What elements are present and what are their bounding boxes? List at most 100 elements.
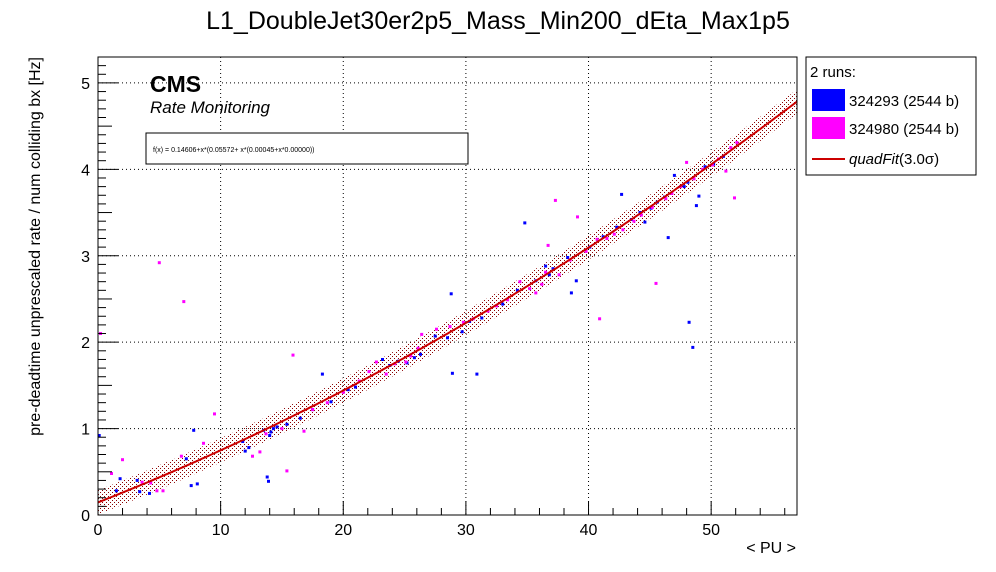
data-point-run-324980 [202, 441, 205, 445]
data-point-run-324293 [118, 477, 122, 481]
data-point-run-324293 [687, 320, 691, 324]
x-tick-label: 10 [212, 522, 230, 539]
data-point-run-324293 [285, 422, 289, 426]
legend-label-fit: quadFit(3.0σ) [849, 151, 939, 168]
data-point-run-324980 [540, 282, 544, 286]
data-point-run-324980 [557, 273, 561, 277]
data-point-run-324980 [291, 353, 295, 357]
x-tick-label: 30 [457, 522, 475, 539]
data-point-run-324980 [729, 146, 733, 150]
data-point-run-324980 [404, 360, 408, 364]
data-point-run-324980 [664, 197, 668, 201]
data-point-run-324980 [528, 287, 532, 291]
data-point-run-324980 [182, 300, 186, 304]
x-tick-label: 20 [334, 522, 352, 539]
data-point-run-324980 [605, 237, 609, 240]
data-point-run-324293 [184, 457, 188, 461]
data-point-run-324980 [149, 481, 153, 485]
data-point-run-324980 [258, 450, 262, 454]
data-point-run-324980 [534, 291, 538, 295]
legend: 2 runs: 324293 (2544 b) 324980 (2544 b) … [805, 56, 977, 176]
data-point-run-324980 [735, 141, 739, 145]
data-point-run-324980 [155, 489, 159, 493]
data-point-run-324980 [420, 332, 424, 336]
data-point-run-324980 [461, 320, 465, 324]
data-point-run-324980 [251, 454, 254, 458]
legend-label-run-324980: 324980 (2544 b) [849, 121, 959, 138]
data-point-run-324980 [409, 354, 413, 358]
data-point-run-324293 [354, 385, 357, 389]
data-point-run-324980 [121, 458, 124, 462]
data-point-run-324293 [135, 478, 139, 482]
data-point-run-324293 [241, 440, 245, 443]
data-point-run-324293 [433, 334, 437, 338]
data-point-run-324980 [341, 390, 345, 394]
data-point-run-324293 [672, 173, 676, 177]
data-point-run-324293 [450, 371, 454, 375]
data-point-run-324293 [551, 267, 555, 271]
data-point-run-324293 [694, 204, 698, 208]
cms-label: CMS [150, 71, 201, 97]
legend-label-run-324293: 324293 (2544 b) [849, 93, 959, 110]
data-point-run-324980 [302, 429, 306, 433]
x-axis-label: < PU > [746, 540, 796, 557]
data-point-run-324980 [654, 281, 658, 285]
data-point-run-324293 [243, 449, 247, 453]
data-point-run-324293 [271, 427, 275, 431]
data-point-run-324293 [574, 279, 578, 283]
data-point-run-324293 [189, 484, 193, 488]
fit-curve [98, 100, 797, 504]
data-point-run-324980 [595, 237, 599, 241]
data-point-run-324980 [632, 219, 636, 223]
data-point-run-324293 [192, 428, 196, 432]
y-tick-label: 3 [81, 249, 90, 266]
y-tick-label: 5 [81, 76, 90, 93]
data-point-run-324980 [506, 298, 510, 302]
y-tick-label: 0 [81, 508, 90, 525]
data-point-run-324293 [275, 425, 279, 429]
data-point-run-324980 [710, 163, 714, 167]
data-point-run-324293 [114, 489, 118, 493]
data-point-run-324980 [280, 427, 284, 431]
data-point-run-324980 [733, 196, 736, 200]
legend-swatch-run-324293 [812, 89, 845, 111]
data-point-run-324293 [346, 388, 350, 392]
data-point-run-324293 [643, 220, 647, 224]
data-point-run-324980 [435, 327, 438, 331]
data-point-run-324980 [179, 454, 183, 458]
plot-frame [97, 56, 798, 516]
data-point-run-324293 [666, 236, 670, 240]
fit-formula-text: f(x) = 0.14606+x*(0.05572+ x*(0.00045+x*… [153, 147, 315, 154]
data-point-run-324293 [515, 288, 519, 292]
data-point-run-324980 [448, 325, 452, 329]
legend-box [805, 56, 977, 176]
data-point-run-324293 [569, 291, 573, 295]
data-point-run-324293 [268, 434, 272, 437]
data-point-run-324980 [553, 198, 557, 202]
data-point-run-324293 [501, 302, 505, 306]
data-point-run-324293 [247, 446, 251, 450]
data-point-run-324293 [615, 225, 619, 229]
data-point-run-324980 [518, 280, 522, 284]
data-point-run-324980 [639, 213, 643, 217]
y-axis-label: pre-deadtime unprescaled rate / num coll… [27, 57, 44, 436]
data-point-run-324293 [697, 194, 701, 198]
data-point-run-324980 [621, 228, 625, 232]
data-point-run-324980 [374, 360, 378, 364]
data-point-run-324293 [480, 316, 484, 320]
data-point-run-324980 [213, 412, 216, 416]
legend-header: 2 runs: [810, 64, 856, 81]
data-point-run-324980 [157, 261, 161, 265]
y-tick-label: 1 [81, 422, 90, 439]
data-point-run-324293 [269, 430, 273, 434]
data-point-run-324980 [670, 192, 674, 195]
data-point-run-324293 [419, 352, 422, 356]
data-point-run-324980 [311, 408, 315, 412]
data-point-run-324980 [367, 370, 371, 374]
data-point-run-324980 [325, 401, 329, 405]
data-point-run-324293 [544, 264, 548, 268]
fit-formula-box [145, 132, 469, 165]
data-point-run-324980 [685, 160, 689, 164]
data-point-run-324980 [650, 205, 654, 209]
